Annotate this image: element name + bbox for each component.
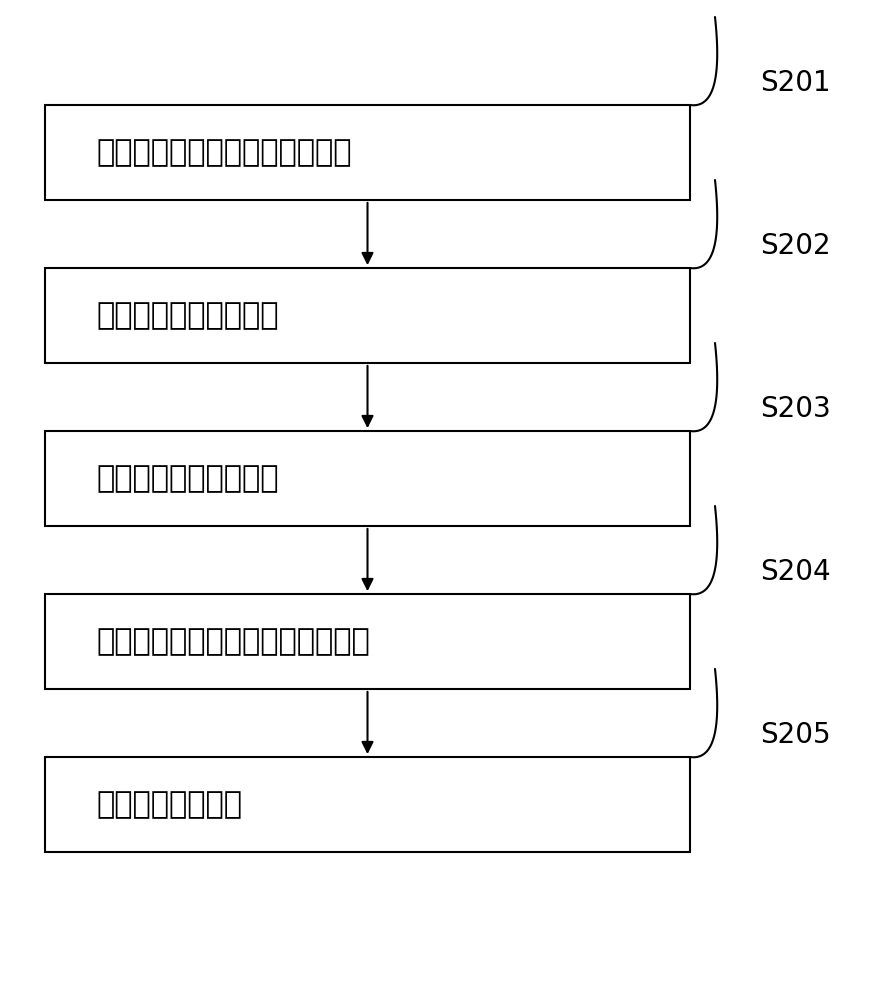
Bar bbox=[45, 105, 690, 200]
Text: 计算结果的可视化: 计算结果的可视化 bbox=[96, 790, 242, 819]
Text: 根据用户计算需求生成计算请求: 根据用户计算需求生成计算请求 bbox=[96, 138, 352, 167]
Text: S202: S202 bbox=[760, 232, 831, 260]
Bar bbox=[45, 268, 690, 363]
Text: S201: S201 bbox=[760, 69, 831, 97]
Text: S203: S203 bbox=[760, 395, 831, 423]
Bar bbox=[45, 594, 690, 689]
Text: 根据计算请求进行计算: 根据计算请求进行计算 bbox=[96, 464, 279, 493]
Text: S204: S204 bbox=[760, 558, 831, 586]
Bar bbox=[45, 431, 690, 526]
Text: S205: S205 bbox=[760, 721, 831, 749]
Bar bbox=[45, 757, 690, 852]
Text: 生成计算响应并返回计算检索结果: 生成计算响应并返回计算检索结果 bbox=[96, 627, 370, 656]
Text: 根据计算请求进行计算: 根据计算请求进行计算 bbox=[96, 301, 279, 330]
